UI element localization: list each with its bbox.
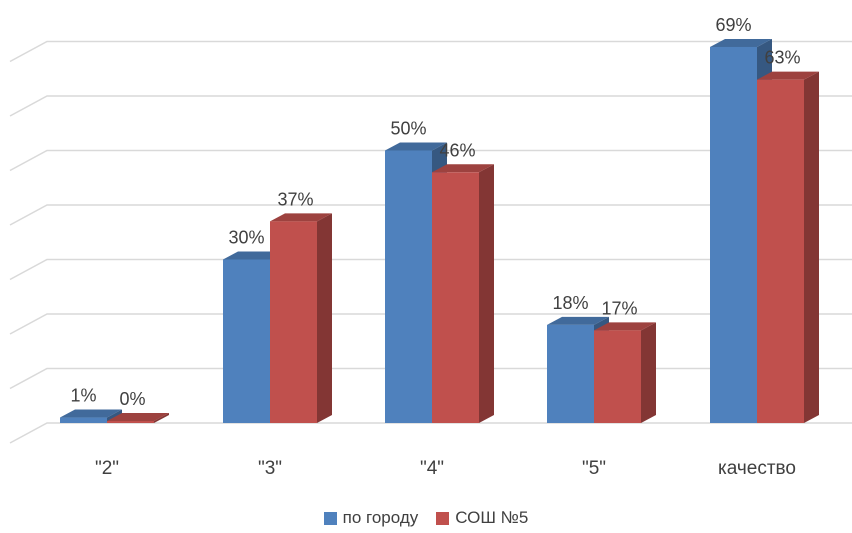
bar-1-0 — [107, 413, 169, 423]
gridline — [9, 204, 852, 226]
gridline — [9, 95, 852, 117]
data-label-1-0: 0% — [119, 389, 145, 409]
legend-swatch — [436, 511, 450, 525]
data-labels: 1% 0% 30% 37% 50% 46% 18% 17% 69% 63% — [70, 15, 800, 409]
legend-label: по городу — [342, 508, 419, 527]
data-label-0-2: 50% — [390, 119, 426, 139]
gridline — [9, 40, 852, 63]
gridline — [9, 258, 852, 281]
category-label-4: качество — [718, 458, 796, 479]
bars — [60, 38, 819, 424]
data-label-1-4: 63% — [764, 48, 800, 68]
data-label-1-3: 17% — [601, 298, 637, 318]
data-label-0-1: 30% — [228, 228, 264, 248]
gridline — [9, 313, 852, 335]
data-label-1-2: 46% — [439, 140, 475, 160]
bar-1-1 — [270, 213, 332, 423]
gridline — [9, 422, 852, 444]
gridline — [9, 149, 852, 172]
data-label-1-1: 37% — [277, 189, 313, 209]
bar-1-2 — [432, 164, 494, 424]
legend: по городу СОШ №5 — [0, 508, 852, 528]
data-label-0-3: 18% — [552, 293, 588, 313]
legend-item-0: по городу — [323, 508, 419, 528]
data-label-0-4: 69% — [715, 15, 751, 35]
category-label-0: "2" — [95, 458, 119, 479]
legend-swatch — [323, 511, 337, 525]
legend-label: СОШ №5 — [455, 508, 529, 527]
gridlines — [9, 40, 852, 444]
bar-1-3 — [594, 322, 656, 423]
category-label-1: "3" — [258, 458, 282, 479]
category-label-3: "5" — [582, 458, 606, 479]
data-label-0-0: 1% — [70, 386, 96, 406]
bar-1-4 — [757, 71, 819, 424]
category-labels: "2" "3" "4" "5" качество — [95, 458, 796, 479]
category-label-2: "4" — [420, 458, 444, 479]
legend-item-1: СОШ №5 — [436, 508, 528, 528]
